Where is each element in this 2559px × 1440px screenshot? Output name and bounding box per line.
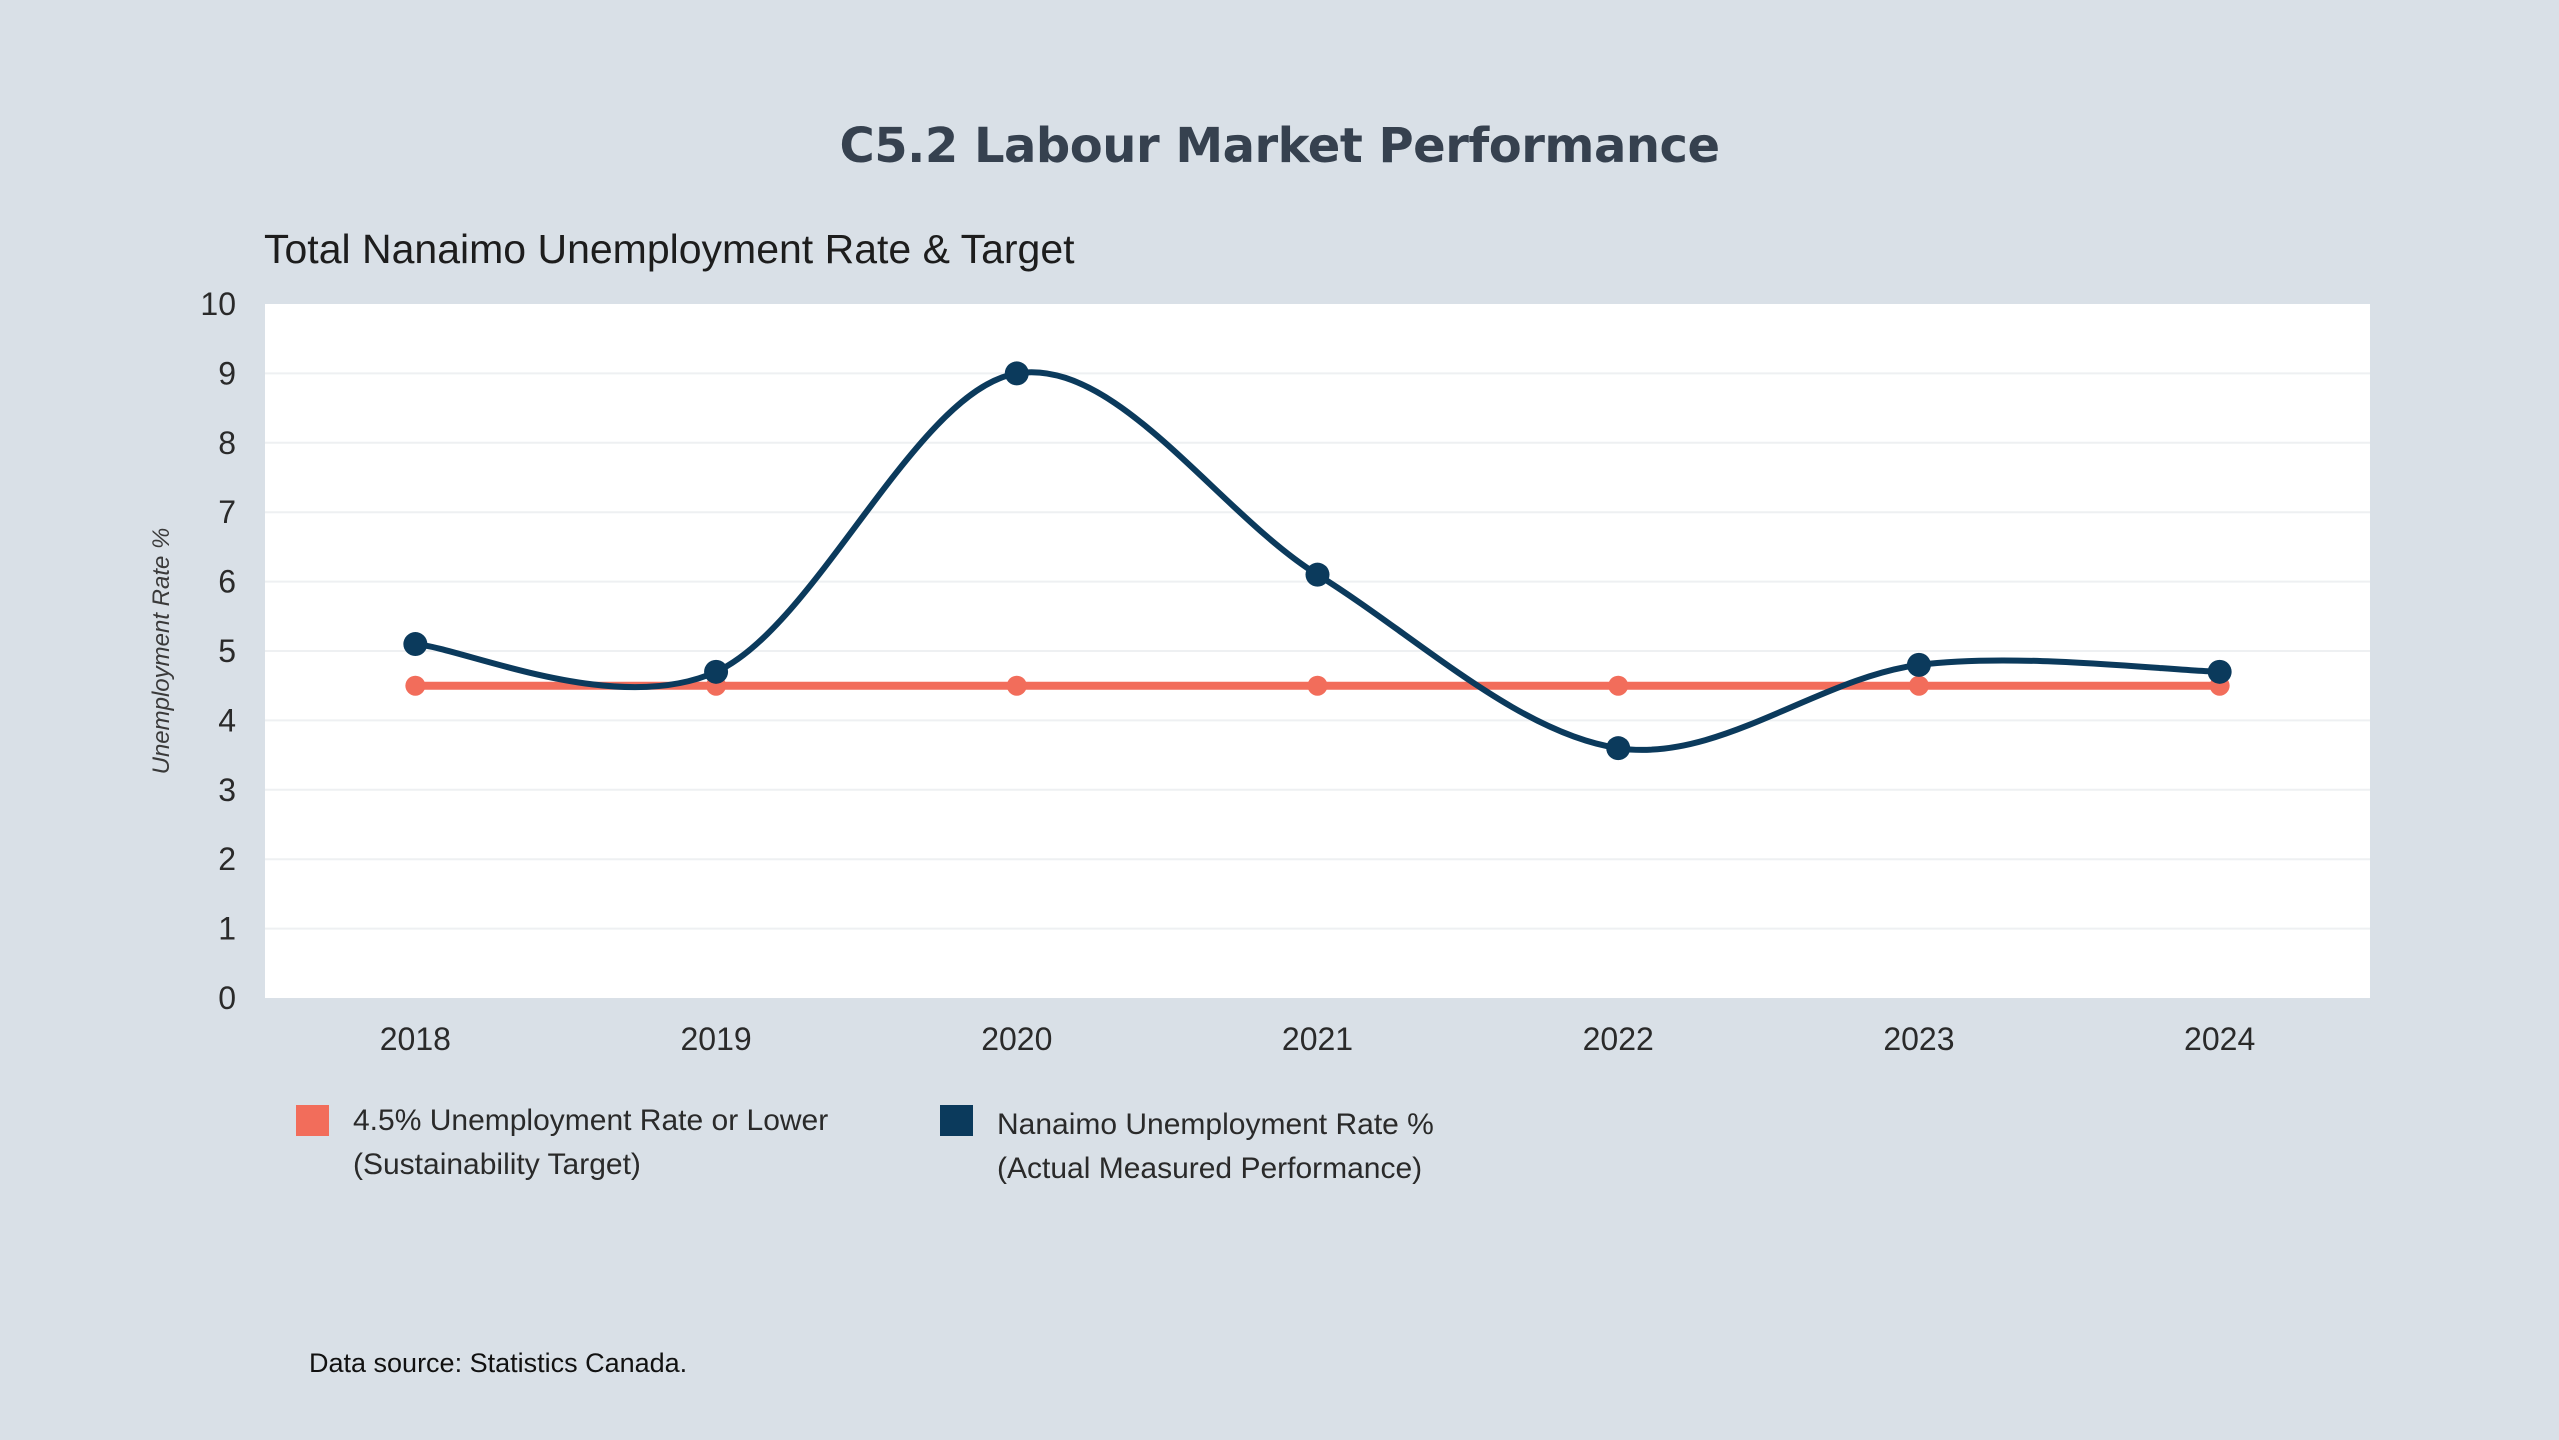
legend-label-target-line1: 4.5% Unemployment Rate or Lower — [353, 1104, 829, 1137]
data-point — [2207, 659, 2232, 684]
legend-swatch-actual — [940, 1105, 973, 1136]
y-tick-labels: 0 1 2 3 4 5 6 7 8 9 10 — [200, 286, 236, 1016]
data-point — [1307, 675, 1328, 696]
data-point — [1004, 361, 1029, 386]
data-point — [403, 632, 428, 657]
series-group — [403, 361, 2232, 761]
y-tick-label: 6 — [218, 564, 236, 600]
y-tick-label: 10 — [200, 286, 236, 322]
y-tick-label: 7 — [218, 494, 236, 530]
line-chart: 0 1 2 3 4 5 6 7 8 9 10 2018 2019 2020 2021 2022 2023 202… — [200, 286, 2370, 1057]
data-point — [1608, 675, 1629, 696]
x-tick-label: 2023 — [1883, 1021, 1954, 1057]
y-tick-label: 1 — [218, 911, 236, 947]
legend-label-actual-line1: Nanaimo Unemployment Rate % — [997, 1108, 1434, 1141]
y-tick-label: 2 — [218, 841, 236, 877]
data-point — [1908, 675, 1929, 696]
y-tick-label: 9 — [218, 355, 236, 391]
y-tick-label: 5 — [218, 633, 236, 669]
data-point — [1906, 652, 1931, 677]
gridlines — [265, 372, 2370, 930]
x-tick-label: 2018 — [380, 1021, 451, 1057]
x-tick-label: 2021 — [1282, 1021, 1353, 1057]
data-point — [1305, 562, 1330, 587]
x-tick-label: 2024 — [2184, 1021, 2255, 1057]
chart-title: Total Nanaimo Unemployment Rate & Target — [264, 226, 1075, 272]
legend-label-target-line2: (Sustainability Target) — [353, 1148, 641, 1181]
y-tick-label: 0 — [218, 980, 236, 1016]
x-tick-label: 2019 — [680, 1021, 751, 1057]
data-point — [1006, 675, 1027, 696]
legend-label-actual-line2: (Actual Measured Performance) — [997, 1152, 1423, 1185]
data-point — [704, 659, 729, 684]
x-tick-label: 2020 — [981, 1021, 1052, 1057]
x-tick-label: 2022 — [1583, 1021, 1654, 1057]
y-tick-label: 4 — [218, 702, 236, 738]
data-source-note: Data source: Statistics Canada. — [309, 1348, 688, 1378]
y-tick-label: 8 — [218, 425, 236, 461]
legend-swatch-target — [296, 1105, 329, 1136]
data-point — [1606, 736, 1631, 761]
page-title: C5.2 Labour Market Performance — [839, 118, 1720, 174]
data-point — [405, 675, 426, 696]
y-tick-label: 3 — [218, 772, 236, 808]
x-tick-labels: 2018 2019 2020 2021 2022 2023 2024 — [380, 1021, 2255, 1057]
